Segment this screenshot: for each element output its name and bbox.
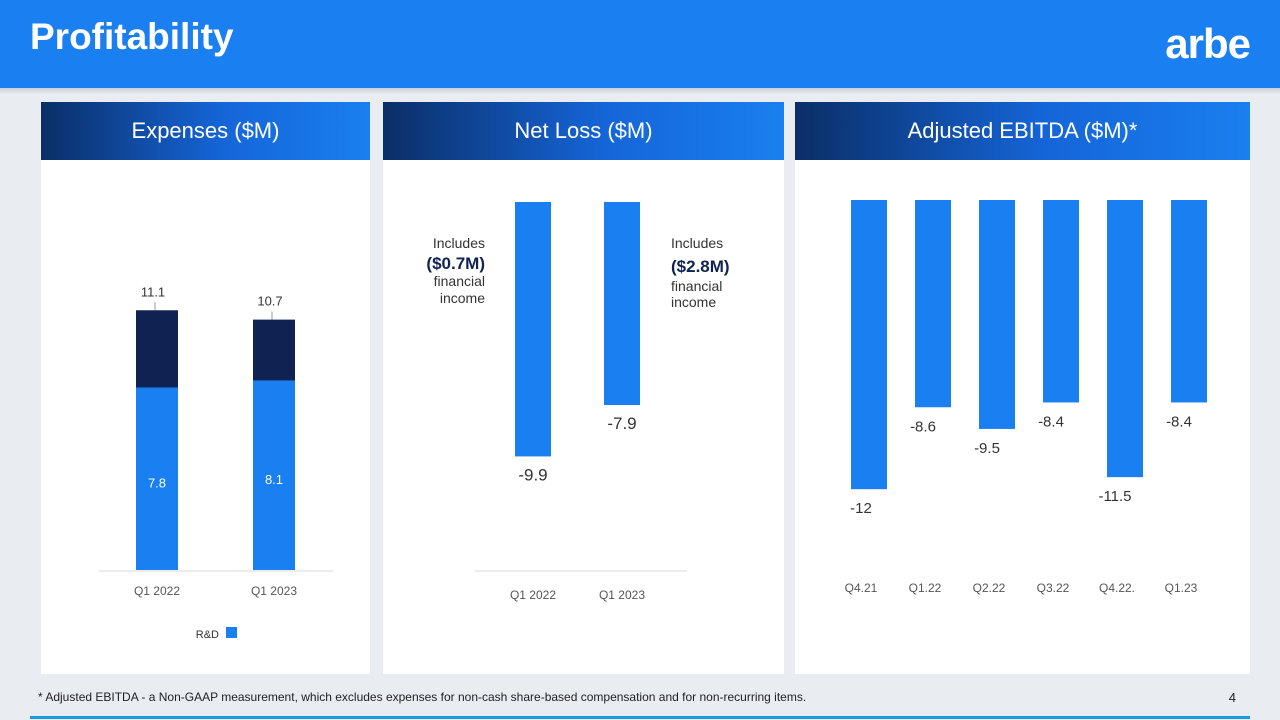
- x-tick-label: Q4.21: [845, 581, 878, 595]
- ebitda-chart: -12 Q4.21 -8.6 Q1.22 -9.5 Q2.22 -8.4 Q3.22 -11.5…: [845, 200, 1207, 595]
- x-tick-label: Q2.22: [973, 581, 1006, 595]
- page-number: 4: [1228, 690, 1236, 705]
- annotation-amount: ($2.8M): [671, 257, 730, 276]
- annotation-amount: ($0.7M): [426, 254, 485, 273]
- value-label: -7.9: [607, 414, 636, 433]
- net-loss-chart: -9.9Q1 2022-7.9Q1 2023Includes($0.7M)fin…: [426, 202, 730, 602]
- bar: [515, 202, 551, 457]
- annotation-line: Includes: [433, 235, 485, 251]
- arbe-logo: arbe: [1165, 20, 1251, 67]
- value-label: -9.5: [974, 440, 1000, 457]
- x-tick-label: Q1.23: [1165, 581, 1198, 595]
- expenses-panel: Expenses ($M) 11.1 7.8 Q1 2022 10.7 8.1 Q1 20…: [41, 102, 370, 674]
- bar: [1171, 200, 1207, 403]
- x-tick-label: Q1 2023: [599, 588, 645, 602]
- net-loss-panel: Net Loss ($M) -9.9 Q1 2022 -7.9 Q1 2023 Incl…: [383, 102, 784, 674]
- annotation-line: income: [440, 290, 485, 306]
- value-label: -12: [850, 500, 872, 517]
- bar: [1107, 200, 1143, 478]
- expenses-panel-title: Expenses ($M): [41, 102, 370, 160]
- net-loss-panel-title: Net Loss ($M): [383, 102, 784, 160]
- page-title: Profitability: [30, 16, 234, 57]
- x-tick-label: Q1 2022: [134, 584, 180, 598]
- x-tick-label: Q3.22: [1037, 581, 1070, 595]
- bar: [851, 200, 887, 490]
- total-label: 11.1: [141, 284, 165, 299]
- legend-swatch: [226, 627, 237, 638]
- value-label: -11.5: [1098, 488, 1131, 505]
- x-tick-label: Q1 2023: [251, 584, 297, 598]
- bar: [1043, 200, 1079, 403]
- value-label: -8.4: [1166, 413, 1192, 430]
- bottom-rule: [30, 716, 1250, 719]
- ebitda-panel-title: Adjusted EBITDA ($M)*: [795, 102, 1250, 160]
- annotation-line: financial: [671, 278, 722, 294]
- annotation-line: financial: [434, 273, 485, 289]
- value-label: -9.9: [518, 465, 547, 484]
- value-label: -8.6: [910, 418, 936, 435]
- bar-segment: [253, 380, 295, 570]
- annotation-line: Includes: [671, 235, 723, 251]
- total-label: 10.7: [257, 294, 282, 309]
- bar: [915, 200, 951, 408]
- bar-segment: [253, 319, 295, 381]
- header-bar: [0, 0, 1280, 88]
- bar: [979, 200, 1015, 429]
- bar-segment: [136, 310, 178, 388]
- expenses-chart: 11.1 7.8 Q1 2022 10.7 8.1 Q1 2023 R&D: [99, 284, 333, 641]
- ebitda-panel: Adjusted EBITDA ($M)* -12 Q4.21 -8.6 Q1.22-…: [795, 102, 1250, 674]
- header-shadow: [0, 88, 1280, 94]
- x-tick-label: Q4.22.: [1099, 581, 1135, 595]
- bar: [604, 202, 640, 406]
- value-label: -8.4: [1038, 413, 1064, 430]
- legend-label: R&D: [196, 629, 219, 641]
- annotation-line: income: [671, 294, 716, 310]
- x-tick-label: Q1 2022: [510, 588, 556, 602]
- segment-label: 8.1: [265, 472, 283, 487]
- bar-segment: [136, 387, 178, 570]
- x-tick-label: Q1.22: [909, 581, 942, 595]
- segment-label: 7.8: [148, 476, 166, 491]
- footnote: * Adjusted EBITDA - a Non-GAAP measureme…: [38, 690, 807, 704]
